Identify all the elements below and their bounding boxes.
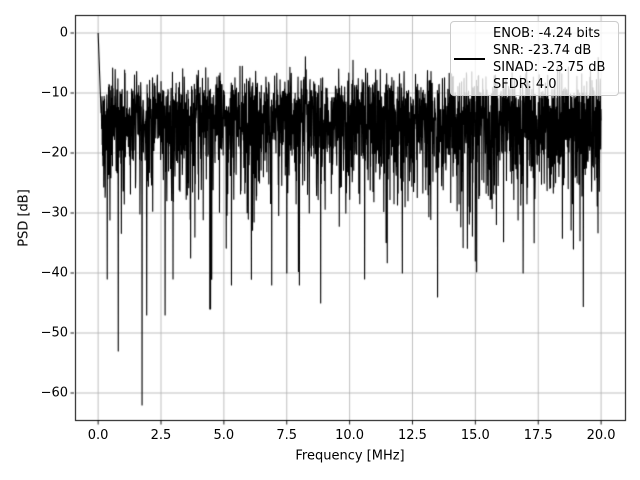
x-tick-label: 17.5 (523, 428, 553, 443)
x-tick-label: 0.0 (87, 428, 109, 443)
legend-sinad-text: SINAD: -23.75 dB (493, 59, 606, 75)
x-tick-label: 7.5 (276, 428, 298, 443)
x-tick-label: 2.5 (150, 428, 172, 443)
x-tick-label: 5.0 (213, 428, 235, 443)
legend-enob-text: ENOB: -4.24 bits (493, 25, 601, 41)
y-tick-label: −50 (40, 325, 68, 341)
x-tick-label: 12.5 (398, 428, 427, 443)
legend-label-block: ENOB: -4.24 bits SNR: -23.74 dB SINAD: -… (493, 25, 605, 93)
y-tick-label: −60 (40, 385, 68, 401)
y-tick-label: −20 (40, 145, 68, 161)
y-tick-label: −40 (40, 265, 68, 281)
y-axis-label: PSD [dB] (16, 188, 32, 247)
x-tick-label: 15.0 (460, 428, 490, 443)
legend: ENOB: -4.24 bits SNR: -23.74 dB SINAD: -… (450, 21, 619, 96)
legend-snr-text: SNR: -23.74 dB (493, 42, 592, 58)
y-tick-label: −10 (40, 85, 68, 101)
y-tick-label: 0 (59, 25, 68, 41)
x-tick-label: 10.0 (335, 428, 365, 443)
x-axis-label: Frequency [MHz] (295, 448, 405, 464)
x-tick-label: 20.0 (586, 428, 616, 443)
legend-line-swatch-icon (454, 57, 485, 60)
legend-sfdr-text: SFDR: 4.0 (493, 76, 557, 92)
y-tick-label: −30 (40, 205, 68, 221)
